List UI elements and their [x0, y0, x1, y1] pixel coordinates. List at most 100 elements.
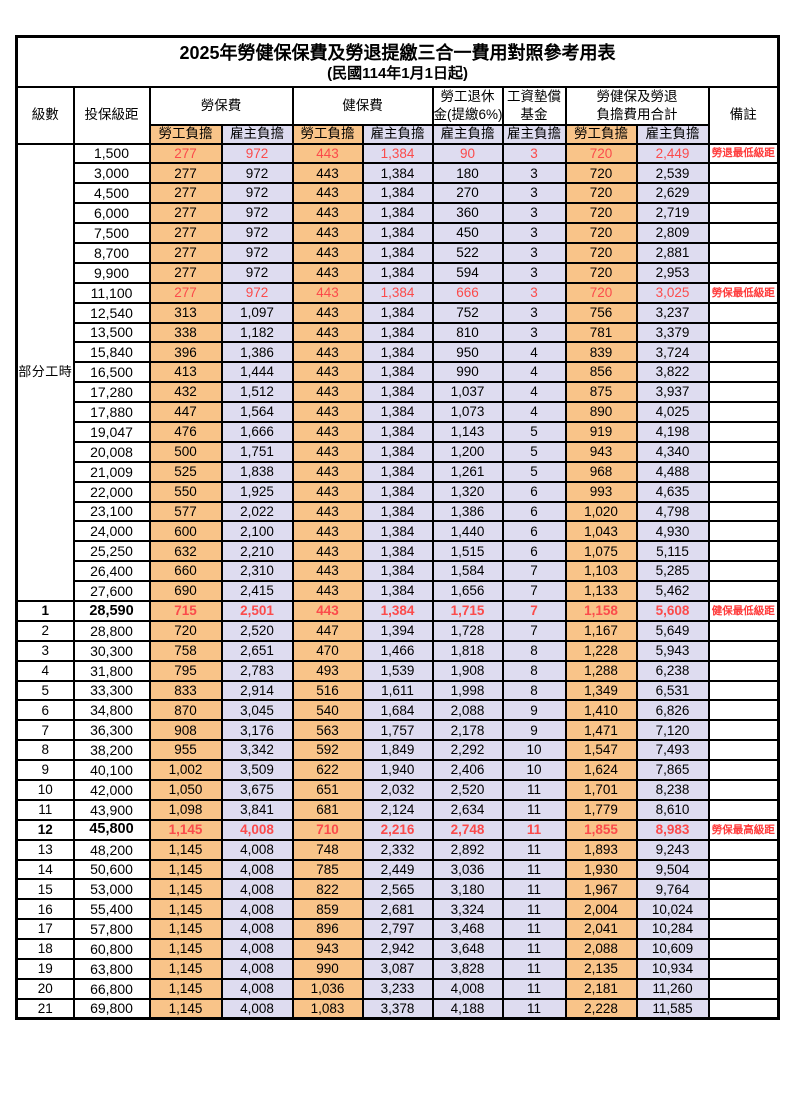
value-cell: 1,158 [564, 599, 638, 622]
value-cell: 2,520 [220, 619, 294, 642]
header-total-employee: 勞工負擔 [564, 123, 638, 145]
value-cell: 690 [148, 580, 223, 602]
value-cell: 4,008 [220, 977, 294, 1000]
bracket-cell: 55,400 [72, 898, 151, 921]
value-cell: 6 [501, 480, 567, 503]
value-cell: 3,468 [431, 918, 504, 941]
value-cell: 4,488 [635, 460, 710, 483]
value-cell: 4 [501, 401, 567, 423]
remark-cell [707, 898, 780, 921]
value-cell: 11 [501, 958, 567, 980]
value-cell: 955 [148, 739, 223, 762]
value-cell: 972 [220, 142, 294, 165]
value-cell: 720 [564, 222, 638, 244]
value-cell: 277 [148, 241, 223, 264]
table-row: 16 55,400 1,145 4,008 859 2,681 3,324 11 2,004 10… [15, 898, 780, 921]
bracket-cell: 48,200 [72, 838, 151, 861]
value-cell: 1,908 [431, 659, 504, 682]
remark-cell [707, 560, 780, 583]
value-cell: 443 [291, 560, 364, 583]
table-row: 18 60,800 1,145 4,008 943 2,942 3,648 11 2,088 10… [15, 938, 780, 961]
value-cell: 756 [564, 301, 638, 324]
value-cell: 3 [501, 142, 567, 165]
value-cell: 1,083 [291, 997, 364, 1020]
header-remark: 備註 [707, 85, 780, 145]
header-pension-line1: 勞工退休 [440, 88, 495, 104]
value-cell: 1,384 [361, 341, 434, 364]
value-cell: 2,748 [431, 818, 504, 841]
table-row: 11 43,900 1,098 3,841 681 2,124 2,634 11 1,779 8,… [15, 798, 780, 821]
table-row: 4 31,800 795 2,783 493 1,539 1,908 8 1,288 6,238 [15, 659, 780, 682]
value-cell: 1,384 [361, 381, 434, 404]
value-cell: 3 [501, 241, 567, 264]
value-cell: 443 [291, 162, 364, 185]
remark-cell [707, 580, 780, 602]
remark-cell [707, 540, 780, 563]
bracket-cell: 27,600 [72, 580, 151, 602]
value-cell: 1,145 [148, 858, 223, 881]
value-cell: 8 [501, 659, 567, 682]
level-cell: 11 [15, 798, 75, 821]
value-cell: 4,198 [635, 420, 710, 443]
table-row: 8,700 277 972 443 1,384 522 3 720 2,881 [17, 241, 780, 264]
bracket-cell: 12,540 [72, 301, 151, 324]
value-cell: 4 [501, 361, 567, 384]
remark-cell: 健保最低級距 [707, 599, 780, 622]
value-cell: 1,036 [291, 977, 364, 1000]
value-cell: 710 [291, 818, 364, 841]
value-cell: 2,719 [635, 202, 710, 225]
value-cell: 447 [291, 619, 364, 642]
remark-cell [707, 222, 780, 244]
value-cell: 1,611 [361, 679, 434, 702]
value-cell: 6,531 [635, 679, 710, 702]
value-cell: 5,115 [635, 540, 710, 563]
value-cell: 10,284 [635, 918, 710, 941]
table-row: 13,500 338 1,182 443 1,384 810 3 781 3,379 [17, 321, 780, 344]
value-cell: 11 [501, 997, 567, 1020]
value-cell: 1,384 [361, 420, 434, 443]
value-cell: 1,386 [220, 341, 294, 364]
value-cell: 1,564 [220, 401, 294, 423]
value-cell: 1,050 [148, 779, 223, 801]
value-cell: 3,036 [431, 858, 504, 881]
value-cell: 3,378 [361, 997, 434, 1020]
table-row: 17 57,800 1,145 4,008 896 2,797 3,468 11 2,041 10… [15, 918, 780, 941]
header-row-burden: 勞工負擔 雇主負擔 勞工負擔 雇主負擔 雇主負擔 雇主負擔 勞工負擔 雇主負擔 [17, 123, 779, 145]
table-row: 12,540 313 1,097 443 1,384 752 3 756 3,237 [17, 301, 780, 324]
value-cell: 2,809 [635, 222, 710, 244]
value-cell: 1,145 [148, 818, 223, 841]
value-cell: 8 [501, 679, 567, 702]
remark-cell [707, 202, 780, 225]
value-cell: 338 [148, 321, 223, 344]
value-cell: 11 [501, 977, 567, 1000]
remark-cell [707, 878, 780, 901]
value-cell: 4,008 [220, 878, 294, 901]
value-cell: 2,210 [220, 540, 294, 563]
header-bracket: 投保級距 [72, 85, 151, 145]
value-cell: 1,838 [220, 460, 294, 483]
value-cell: 432 [148, 381, 223, 404]
value-cell: 2,216 [361, 818, 434, 841]
value-cell: 1,143 [431, 420, 504, 443]
value-cell: 1,925 [220, 480, 294, 503]
remark-cell [707, 798, 780, 821]
value-cell: 1,539 [361, 659, 434, 682]
bracket-cell: 69,800 [72, 997, 151, 1020]
value-cell: 90 [431, 142, 504, 165]
level-cell: 3 [15, 639, 75, 662]
value-cell: 443 [291, 580, 364, 602]
value-cell: 1,410 [564, 699, 638, 722]
level-cell: 19 [15, 958, 75, 980]
remark-cell: 勞保最高級距 [707, 818, 780, 841]
level-cell: 6 [15, 699, 75, 722]
table-row: 22,000 550 1,925 443 1,384 1,320 6 993 4,635 [17, 480, 780, 503]
remark-cell [707, 440, 780, 463]
table-row: 12 45,800 1,145 4,008 710 2,216 2,748 11 1,855 8,… [15, 818, 780, 841]
value-cell: 2,100 [220, 520, 294, 543]
value-cell: 1,145 [148, 977, 223, 1000]
value-cell: 2,539 [635, 162, 710, 185]
value-cell: 1,384 [361, 599, 434, 622]
value-cell: 1,394 [361, 619, 434, 642]
value-cell: 7 [501, 560, 567, 583]
bracket-cell: 19,047 [72, 420, 151, 443]
